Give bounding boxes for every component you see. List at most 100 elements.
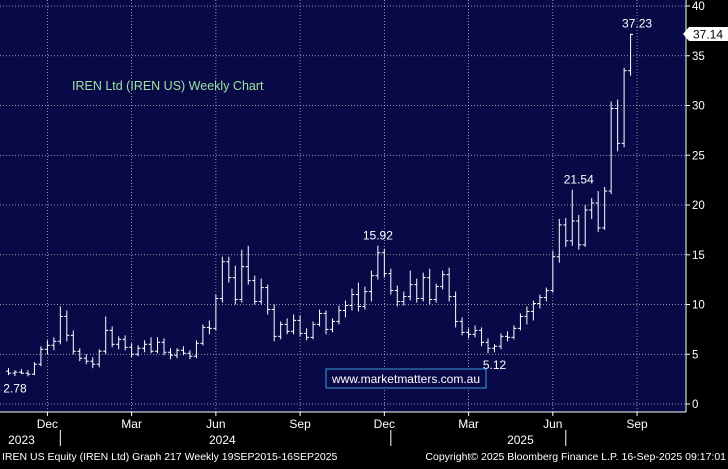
ohlc-bar xyxy=(239,249,245,303)
watermark-box xyxy=(325,368,487,389)
ohlc-bar xyxy=(168,348,173,360)
ohlc-bar xyxy=(602,187,608,230)
watermark-text: www.marketmatters.com.au xyxy=(331,372,480,386)
ohlc-bar xyxy=(77,348,83,362)
ohlc-bar xyxy=(595,191,601,232)
ohlc-bar xyxy=(317,309,323,327)
y-tick-label: 30 xyxy=(692,101,705,113)
footer-right: Copyright© 2025 Bloomberg Finance L.P. 1… xyxy=(425,451,726,463)
y-axis: 0 5 10 15 20 25 30 35 40 xyxy=(685,0,705,412)
ohlc-bar xyxy=(129,343,135,358)
ohlc-bar xyxy=(180,346,186,356)
ohlc-bar xyxy=(51,337,57,351)
ohlc-bar xyxy=(135,345,141,357)
ohlc-bar xyxy=(608,101,614,195)
price-annotation: 15.92 xyxy=(363,229,393,243)
ohlc-bar xyxy=(355,282,361,312)
ohlc-bar xyxy=(479,327,485,347)
ohlc-bar xyxy=(414,278,420,303)
y-tick-label: 35 xyxy=(692,51,705,63)
ohlc-bar xyxy=(388,268,394,295)
ohlc-bar xyxy=(291,314,297,335)
ohlc-bar xyxy=(232,265,238,305)
ohlc-bar xyxy=(446,267,452,302)
chart-title: IREN Ltd (IREN US) Weekly Chart xyxy=(72,79,264,93)
ohlc-bar xyxy=(576,214,582,250)
ohlc-bar xyxy=(155,337,161,354)
y-tick-label: 10 xyxy=(692,300,705,312)
ohlc-bar xyxy=(628,33,634,76)
ohlc-bar xyxy=(401,291,407,306)
ohlc-bar xyxy=(466,328,472,339)
ohlc-bar xyxy=(310,321,316,340)
ohlc-bar xyxy=(394,285,400,307)
ohlc-bar xyxy=(103,316,109,355)
ohlc-bar xyxy=(330,318,335,333)
x-month-label: Sep xyxy=(626,417,648,431)
ohlc-bar xyxy=(589,198,595,219)
ohlc-bar xyxy=(116,336,122,350)
ohlc-bar xyxy=(44,340,50,355)
grid-lines xyxy=(0,0,686,412)
y-tick-label: 25 xyxy=(692,150,705,162)
ohlc-bar xyxy=(420,272,426,302)
ohlc-bar xyxy=(297,315,303,337)
y-tick-label: 5 xyxy=(692,349,698,361)
ohlc-bar xyxy=(375,245,381,280)
ohlc-bar xyxy=(362,286,368,310)
y-tick-label: 20 xyxy=(692,200,705,212)
plot-background xyxy=(0,0,686,412)
x-axis: Dec Mar Jun Sep Dec Mar Jun Sep 2023 2024 2025 xyxy=(0,411,686,447)
ohlc-bar xyxy=(517,313,523,331)
x-year-label: 2025 xyxy=(507,433,534,447)
ohlc-bar xyxy=(556,218,562,263)
ohlc-bar xyxy=(64,310,70,342)
ohlc-bar xyxy=(381,248,387,278)
ohlc-bar xyxy=(174,348,180,359)
ohlc-bars xyxy=(6,33,634,377)
ohlc-bar xyxy=(96,349,102,368)
ohlc-bar xyxy=(433,283,439,303)
ohlc-bar xyxy=(427,268,433,305)
ohlc-bar xyxy=(25,370,31,377)
ohlc-bar xyxy=(504,331,510,342)
ohlc-bar xyxy=(368,270,374,302)
ohlc-bar xyxy=(524,306,530,325)
ohlc-bar xyxy=(271,304,277,342)
price-annotation: 37.23 xyxy=(622,17,652,31)
ohlc-bar xyxy=(284,318,290,335)
x-month-label: Jun xyxy=(543,417,562,431)
ohlc-bar xyxy=(304,328,310,341)
ohlc-bar xyxy=(83,354,89,365)
y-tick-label: 0 xyxy=(692,399,698,411)
ohlc-bar xyxy=(342,300,348,318)
price-annotation: 5.12 xyxy=(483,358,507,372)
ohlc-bar xyxy=(459,317,465,336)
ohlc-bar xyxy=(537,294,543,309)
ohlc-bar xyxy=(193,340,199,359)
x-month-label: Jun xyxy=(206,417,225,431)
x-month-label: Dec xyxy=(374,417,395,431)
ohlc-bar xyxy=(206,320,212,335)
ohlc-bar xyxy=(621,67,627,148)
ohlc-bar xyxy=(122,335,128,351)
ohlc-bar xyxy=(407,270,413,301)
ohlc-bar xyxy=(615,99,621,152)
ohlc-bar xyxy=(161,338,167,356)
x-month-label: Mar xyxy=(121,417,142,431)
y-tick-label: 40 xyxy=(692,1,705,13)
ohlc-bar xyxy=(187,350,193,360)
ohlc-bar xyxy=(258,278,264,305)
x-month-label: Mar xyxy=(458,417,479,431)
y-tick-label: 15 xyxy=(692,250,705,262)
ohlc-bar xyxy=(278,321,284,340)
ohlc-bar xyxy=(70,330,76,355)
ohlc-bar xyxy=(498,333,504,350)
ohlc-bar xyxy=(148,337,154,354)
ohlc-bar xyxy=(265,284,271,315)
annotations: 2.78 15.92 5.12 21.54 37.23 xyxy=(3,17,652,396)
x-year-label: 2023 xyxy=(8,433,35,447)
ohlc-bar xyxy=(569,189,575,246)
ohlc-bar xyxy=(12,370,18,377)
